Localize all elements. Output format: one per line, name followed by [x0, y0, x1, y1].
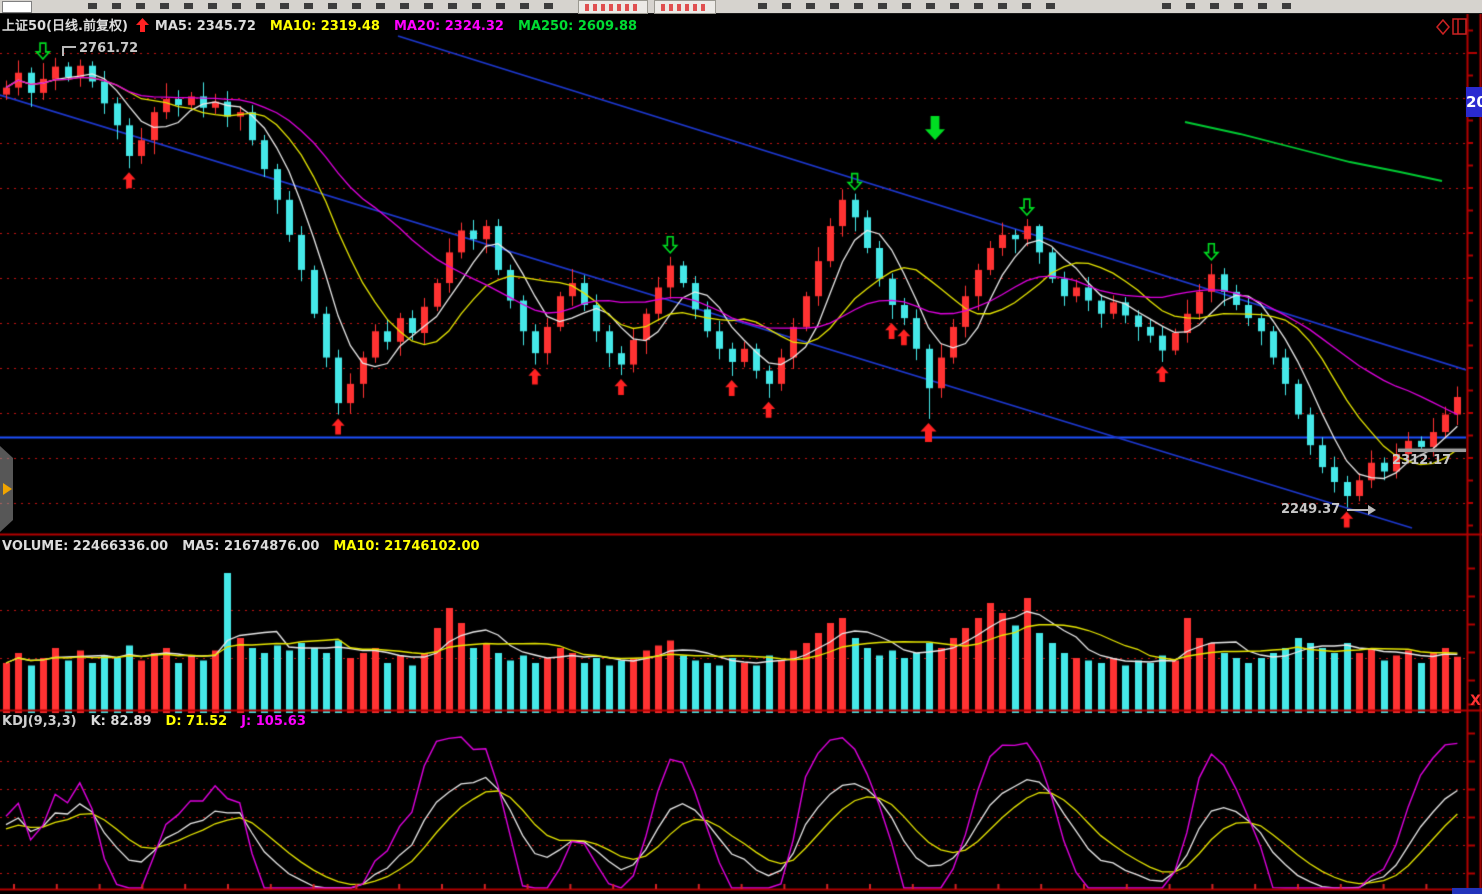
peak-pointer-line — [62, 46, 76, 56]
menu-hot-button-2-label — [661, 4, 709, 11]
menu-text-fragments — [1162, 3, 1292, 9]
last-price-label: 2312.17 — [1392, 453, 1452, 468]
menu-hot-button-1[interactable] — [578, 0, 648, 14]
menu-bar[interactable] — [0, 0, 1482, 14]
main-pane-header: 上证50(日线.前复权) MA5: 2345.72 MA10: 2319.48 MA2… — [2, 15, 651, 34]
kdj-title: KDJ(9,3,3) — [2, 714, 77, 729]
volume-ma10-value: MA10: 21746102.00 — [333, 539, 480, 554]
axis-price-badge: 20 — [1466, 87, 1482, 117]
menu-hot-button-1-label — [585, 4, 641, 11]
diamond-icon[interactable] — [1436, 18, 1450, 39]
low-price-label: 2249.37 — [1281, 502, 1341, 517]
indicator-close-button[interactable]: X — [1470, 693, 1481, 709]
volume-ma5-value: MA5: 21674876.00 — [182, 539, 320, 554]
volume-pane-header: VOLUME: 22466336.00 MA5: 21674876.00 MA10:… — [2, 539, 494, 554]
low-pointer-arrowhead — [1368, 505, 1376, 515]
peak-price-label: 2761.72 — [79, 41, 139, 56]
kdj-d-value: D: 71.52 — [165, 714, 228, 729]
last-price-line — [1398, 449, 1466, 452]
ma5-value: MA5: 2345.72 — [154, 19, 256, 34]
signal-up-arrow-icon — [135, 18, 149, 34]
kdj-k-value: K: 82.89 — [90, 714, 152, 729]
kdj-j-value: J: 105.63 — [241, 714, 306, 729]
menu-text-fragments — [88, 3, 558, 9]
bottom-corner-strip — [1452, 888, 1482, 894]
menu-hot-button-2[interactable] — [654, 0, 716, 14]
volume-value: VOLUME: 22466336.00 — [2, 539, 169, 554]
sidebar-flyout-tab[interactable] — [0, 446, 13, 532]
ma250-value: MA250: 2609.88 — [517, 19, 638, 34]
ma10-value: MA10: 2319.48 — [269, 19, 380, 34]
menu-text-fragments — [758, 3, 1070, 9]
window-split-icon[interactable] — [1452, 18, 1468, 40]
low-pointer-arrow — [1347, 509, 1369, 511]
expand-arrow-icon — [3, 483, 12, 495]
menu-input-box[interactable] — [2, 1, 32, 13]
ma20-value: MA20: 2324.32 — [393, 19, 504, 34]
symbol-title: 上证50(日线.前复权) — [2, 19, 128, 34]
kdj-pane-header: KDJ(9,3,3) K: 82.89 D: 71.52 J: 105.63 — [2, 714, 320, 729]
